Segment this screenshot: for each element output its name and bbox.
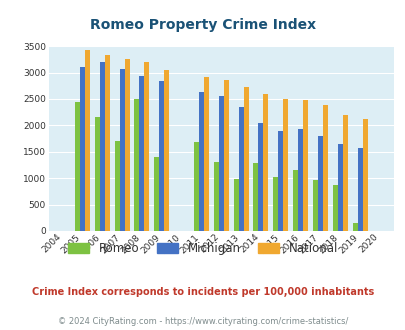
- Bar: [164, 71, 169, 231]
- Bar: [104, 55, 109, 231]
- Bar: [342, 115, 347, 231]
- Text: Crime Index corresponds to incidents per 100,000 inhabitants: Crime Index corresponds to incidents per…: [32, 287, 373, 297]
- Bar: [243, 87, 248, 231]
- Bar: [85, 50, 90, 231]
- Bar: [337, 145, 342, 231]
- Bar: [134, 99, 139, 231]
- Bar: [322, 105, 327, 231]
- Bar: [119, 69, 124, 231]
- Bar: [332, 185, 337, 231]
- Bar: [213, 162, 218, 231]
- Bar: [352, 223, 357, 231]
- Bar: [95, 117, 100, 231]
- Bar: [114, 141, 119, 231]
- Bar: [194, 142, 198, 231]
- Bar: [258, 123, 263, 231]
- Bar: [297, 129, 303, 231]
- Bar: [139, 76, 144, 231]
- Bar: [362, 119, 367, 231]
- Bar: [303, 100, 307, 231]
- Bar: [273, 177, 277, 231]
- Bar: [317, 136, 322, 231]
- Bar: [233, 179, 238, 231]
- Text: Romeo Property Crime Index: Romeo Property Crime Index: [90, 18, 315, 32]
- Bar: [357, 148, 362, 231]
- Bar: [159, 81, 164, 231]
- Bar: [283, 99, 288, 231]
- Bar: [154, 157, 159, 231]
- Bar: [277, 131, 283, 231]
- Legend: Romeo, Michigan, National: Romeo, Michigan, National: [63, 237, 342, 260]
- Bar: [144, 62, 149, 231]
- Bar: [203, 77, 208, 231]
- Bar: [292, 170, 297, 231]
- Bar: [263, 94, 268, 231]
- Bar: [75, 102, 80, 231]
- Text: © 2024 CityRating.com - https://www.cityrating.com/crime-statistics/: © 2024 CityRating.com - https://www.city…: [58, 317, 347, 326]
- Bar: [100, 62, 104, 231]
- Bar: [124, 59, 129, 231]
- Bar: [198, 92, 203, 231]
- Bar: [218, 96, 223, 231]
- Bar: [238, 107, 243, 231]
- Bar: [253, 163, 258, 231]
- Bar: [223, 80, 228, 231]
- Bar: [312, 180, 317, 231]
- Bar: [80, 67, 85, 231]
